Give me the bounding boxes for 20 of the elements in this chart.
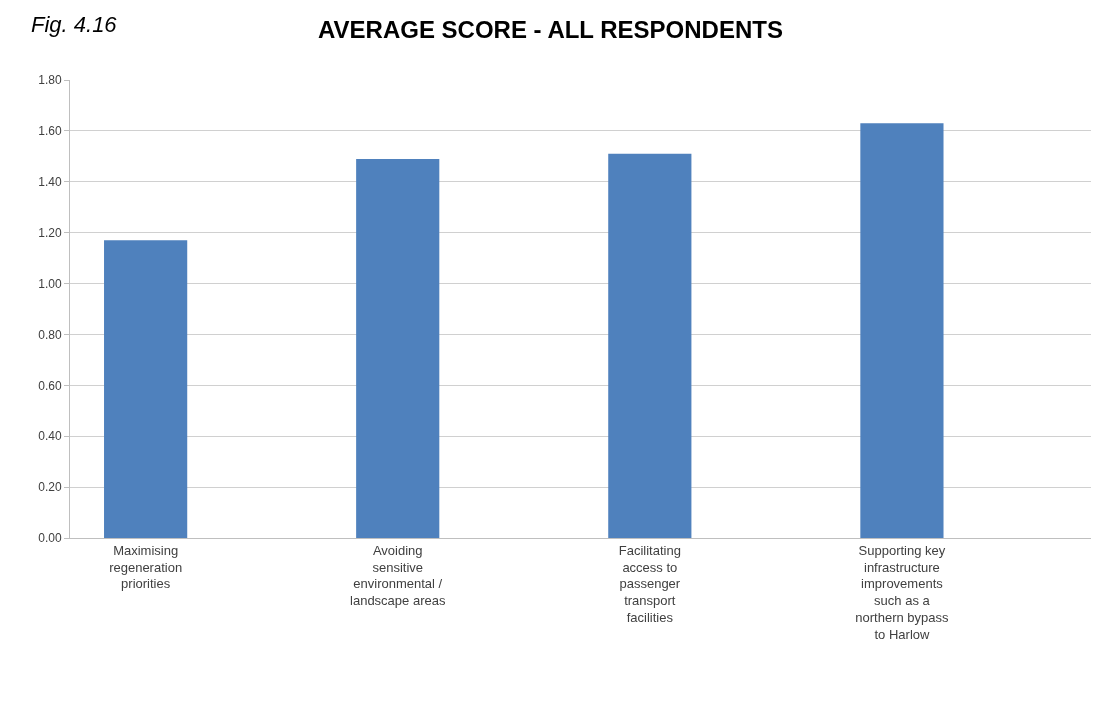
- y-tick-label: 0.80: [38, 327, 62, 342]
- y-tick-label: 0.60: [38, 378, 62, 393]
- y-tick-label: 1.00: [38, 276, 62, 291]
- y-tick-label: 0.00: [38, 531, 62, 546]
- y-tick-label: 1.20: [38, 225, 62, 240]
- y-tick-label: 1.80: [38, 73, 62, 88]
- bar: [860, 123, 944, 538]
- x-tick-label: Facilitating access to passenger transport facilities: [618, 542, 681, 626]
- caption: Fig. 4.16: [31, 12, 118, 37]
- bar: [104, 240, 188, 538]
- y-tick-label: 1.60: [38, 124, 62, 139]
- chart-title: AVERAGE SCORE - ALL RESPONDENTS: [318, 16, 783, 44]
- bar: [356, 158, 440, 538]
- y-tick-label: 0.20: [38, 480, 62, 495]
- y-tick-label: 1.40: [38, 174, 62, 189]
- x-tick-label: Maximising regeneration priorities: [109, 542, 183, 592]
- x-tick-label: Avoiding sensitive environmental / landscape areas: [350, 542, 446, 609]
- bar: [608, 153, 692, 538]
- x-tick-label: Supporting key infrastructure improvements such as a northern bypass to Harlow: [855, 542, 950, 643]
- y-tick-label: 0.40: [38, 429, 62, 444]
